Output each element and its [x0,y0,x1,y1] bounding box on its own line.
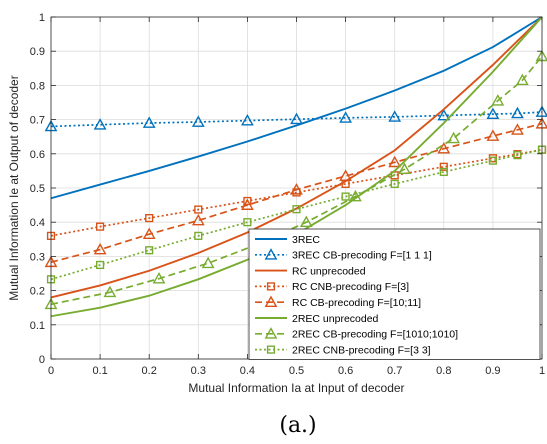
y-tick-label: 0.1 [30,320,45,332]
x-tick-label: 0 [48,365,54,377]
y-tick-label: 0.3 [30,251,45,263]
y-tick-label: 0.4 [30,217,45,229]
legend-label: 2REC unprecoded [292,313,379,325]
y-axis-label: Mutual Information Ie at Output of decod… [7,75,21,300]
legend-label: RC CNB-precoding F=[3] [292,281,409,293]
legend-label: 3REC [292,234,320,246]
x-tick-label: 0.5 [289,365,304,377]
x-tick-label: 0.6 [338,365,353,377]
x-tick-label: 0.9 [485,365,500,377]
legend-label: 2REC CB-precoding F=[1010;1010] [292,329,458,341]
legend-label: RC CB-precoding F=[10;11] [292,297,421,309]
y-tick-label: 0.5 [30,183,45,195]
x-tick-label: 0.1 [92,365,107,377]
y-tick-label: 0.2 [30,286,45,298]
x-axis-label: Mutual Information Ia at Input of decode… [188,381,404,395]
y-tick-label: 0.8 [30,80,45,92]
y-tick-label: 0.9 [30,46,45,58]
x-tick-label: 0.8 [436,365,451,377]
x-tick-label: 0.4 [240,365,255,377]
legend-label: RC unprecoded [292,265,366,277]
y-tick-label: 0.6 [30,149,45,161]
x-tick-label: 1 [539,365,545,377]
y-tick-label: 0 [39,354,45,366]
figure-caption: (a.) [279,413,316,438]
x-tick-label: 0.2 [142,365,157,377]
legend-label: 3REC CB-precoding F=[1 1 1] [292,250,432,262]
x-tick-label: 0.7 [387,365,402,377]
data-point [512,108,522,117]
y-tick-label: 0.7 [30,115,45,127]
legend: 3REC 3REC CB-precoding F=[1 1 1] RC unprec… [249,229,540,359]
y-tick-label: 1 [39,12,45,24]
legend-label: 2REC CNB-precoding F=[3 3] [292,344,431,356]
x-tick-label: 0.3 [191,365,206,377]
